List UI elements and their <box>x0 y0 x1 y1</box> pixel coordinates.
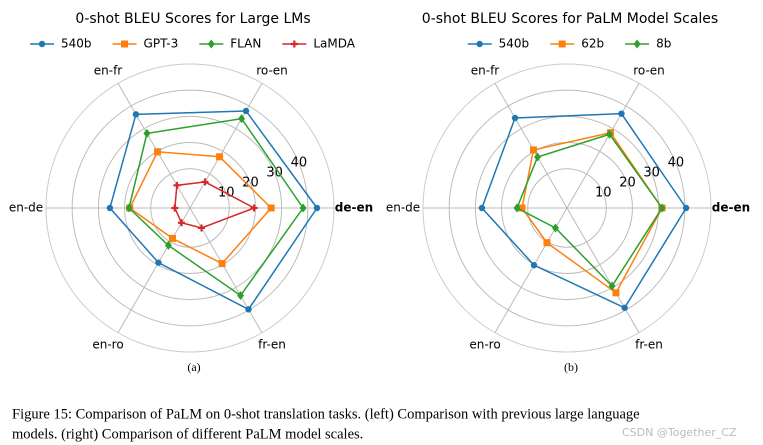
chart-title: 0-shot BLEU Scores for PaLM Model Scales <box>422 11 718 27</box>
marker <box>621 304 628 311</box>
marker <box>245 306 252 313</box>
series-line <box>109 110 318 311</box>
spoke <box>117 83 191 209</box>
marker <box>106 204 114 212</box>
grid-ring <box>527 168 607 248</box>
marker <box>543 239 551 247</box>
marker <box>216 153 224 161</box>
marker <box>658 203 666 213</box>
figure-caption: Figure 15: Comparison of PaLM on 0-shot … <box>12 406 640 422</box>
marker <box>173 181 181 189</box>
marker <box>125 203 133 213</box>
marker <box>218 260 226 268</box>
r-tick-label: 10 <box>595 185 612 200</box>
marker <box>476 40 483 48</box>
marker <box>143 128 151 138</box>
category-label: ro-en <box>256 64 288 78</box>
marker <box>682 204 690 212</box>
marker <box>164 240 172 250</box>
grid-ring <box>71 89 309 327</box>
marker <box>518 204 526 212</box>
category-label: en-ro <box>92 337 123 351</box>
marker <box>608 281 616 291</box>
marker <box>38 40 46 48</box>
marker <box>551 223 559 233</box>
marker <box>198 224 206 232</box>
marker <box>132 111 140 118</box>
legend-label: 540b <box>61 37 92 51</box>
marker <box>618 110 625 117</box>
legend-label: 62b <box>581 37 604 51</box>
legend-label: 8b <box>656 37 671 51</box>
marker <box>154 148 162 156</box>
marker <box>177 219 185 227</box>
marker <box>612 289 620 297</box>
marker <box>511 114 519 122</box>
marker <box>155 259 162 266</box>
marker <box>238 114 246 124</box>
marker <box>250 204 258 212</box>
marker <box>290 40 298 48</box>
watermark: CSDN @Together_CZ <box>622 426 737 439</box>
legend-label: FLAN <box>230 37 261 51</box>
spoke <box>189 83 263 209</box>
legend-label: LaMDA <box>313 37 355 51</box>
grid-ring <box>97 115 283 301</box>
marker <box>242 107 250 115</box>
marker <box>633 39 641 49</box>
marker <box>267 204 275 212</box>
marker <box>558 40 566 48</box>
category-label: en-de <box>386 201 420 215</box>
marker <box>478 204 486 212</box>
spoke <box>117 207 191 333</box>
spoke <box>494 83 568 209</box>
category-label: ro-en <box>633 64 665 78</box>
subcaption: (b) <box>564 360 578 374</box>
marker <box>534 152 542 162</box>
marker <box>606 129 614 139</box>
r-tick-label: 20 <box>619 175 636 190</box>
marker <box>299 203 307 213</box>
chart-title: 0-shot BLEU Scores for Large LMs <box>75 11 310 27</box>
r-tick-label: 40 <box>668 155 685 170</box>
legend-label: GPT-3 <box>144 37 179 51</box>
r-tick-label: 30 <box>643 165 660 180</box>
category-label: en-fr <box>94 64 123 78</box>
marker <box>513 203 521 213</box>
category-label: en-de <box>9 201 43 215</box>
legend-label: 540b <box>499 37 530 51</box>
marker <box>171 204 179 212</box>
figure-caption: models. (right) Comparison of different … <box>12 426 363 442</box>
r-tick-label: 30 <box>266 165 283 180</box>
category-label: fr-en <box>635 337 663 351</box>
category-label: de-en <box>335 201 373 215</box>
r-tick-label: 40 <box>291 155 308 170</box>
r-tick-label: 20 <box>242 175 259 190</box>
marker <box>168 234 176 242</box>
category-label: en-fr <box>471 64 500 78</box>
marker <box>207 39 215 49</box>
marker <box>237 291 245 301</box>
marker <box>121 40 129 48</box>
category-label: fr-en <box>258 337 286 351</box>
subcaption: (a) <box>187 360 200 374</box>
spoke <box>566 83 640 209</box>
marker <box>313 204 321 212</box>
category-label: de-en <box>712 201 750 215</box>
marker <box>530 261 538 269</box>
marker <box>529 146 537 154</box>
marker <box>201 178 209 186</box>
spoke <box>566 207 640 333</box>
category-label: en-ro <box>469 337 500 351</box>
